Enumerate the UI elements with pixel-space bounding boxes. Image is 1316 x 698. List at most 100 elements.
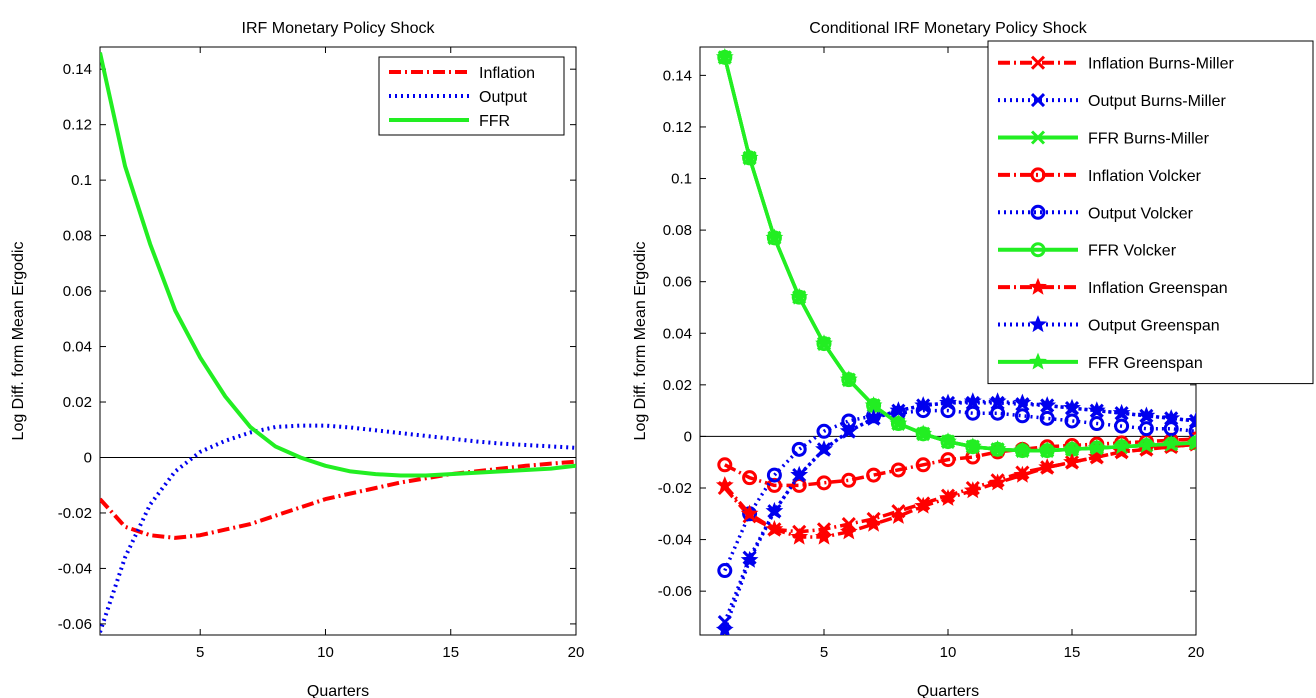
data-point-output-greenspan <box>1063 398 1081 416</box>
data-point-ffr-greenspan <box>765 228 784 246</box>
y-tick-label: 0.02 <box>63 394 92 411</box>
legend-label-output: Output <box>479 89 528 106</box>
y-tick-label: 0.06 <box>663 274 692 291</box>
data-point-inflation-greenspan <box>1063 452 1081 470</box>
data-point-ffr-greenspan <box>1087 438 1106 456</box>
data-point-output-greenspan <box>1087 401 1106 419</box>
legend-box <box>378 56 565 136</box>
legend-box <box>987 40 1314 385</box>
data-point-ffr-greenspan <box>889 414 908 432</box>
data-point-ffr-greenspan <box>1187 433 1196 451</box>
data-point-output-volcker <box>965 405 981 421</box>
left-legend: Inflation Output FFR <box>378 56 565 136</box>
y-tick-label: 0 <box>84 449 92 466</box>
data-point-output-volcker <box>1114 418 1130 434</box>
data-point-ffr-greenspan <box>1137 436 1156 454</box>
x-tick-label: 15 <box>442 644 459 661</box>
y-tick-label: -0.04 <box>58 560 92 577</box>
data-point-inflation-greenspan <box>740 504 759 522</box>
y-tick-label: 0.12 <box>63 117 92 134</box>
y-tick-label: 0.04 <box>663 325 692 342</box>
x-tick-label: 20 <box>1188 644 1205 661</box>
legend-marker-inflation-volcker <box>1030 167 1046 183</box>
legend-label-output-greenspan: Output Greenspan <box>1088 318 1220 335</box>
right-legend: Inflation Burns-Miller Output Burns-Mille… <box>987 40 1314 385</box>
data-point-inflation-greenspan <box>963 481 982 499</box>
right-chart: Conditional IRF Monetary Policy Shock Qu… <box>632 20 1314 698</box>
legend-marker-ffr-burns-miller <box>1030 130 1046 145</box>
data-point-inflation-greenspan <box>790 527 809 545</box>
data-point-inflation-volcker <box>742 470 758 486</box>
y-tick-label: -0.04 <box>658 532 692 549</box>
data-point-output-greenspan <box>1038 396 1057 413</box>
right-axis-ticks: 5 10 15 20 -0.06 -0.04 -0.02 0 0.02 0.04 0.06 0.08 0… <box>658 47 1205 661</box>
data-point-output-volcker <box>1163 421 1179 437</box>
legend-label-ffr: FFR <box>479 113 510 130</box>
data-point-inflation-greenspan <box>815 527 833 545</box>
y-tick-label: 0.08 <box>63 228 92 245</box>
data-point-ffr-greenspan <box>1038 441 1057 459</box>
data-point-inflation-volcker <box>816 475 832 491</box>
data-point-ffr-greenspan <box>790 287 809 305</box>
series-line-inflation <box>100 459 576 540</box>
data-point-inflation-volcker <box>965 449 981 465</box>
left-y-axis-label: Log Diff. form Mean Ergodic <box>10 242 27 441</box>
data-point-inflation-volcker <box>717 457 733 473</box>
data-point-output-volcker <box>1188 423 1196 439</box>
y-tick-label: 0.1 <box>71 172 92 189</box>
data-point-output-volcker <box>1014 408 1030 424</box>
series-line-ffr <box>100 52 576 478</box>
x-tick-label: 20 <box>568 644 585 661</box>
series-line-output-volcker <box>723 408 1196 572</box>
data-point-output-volcker <box>717 563 733 579</box>
y-tick-label: 0.02 <box>663 377 692 394</box>
data-point-output-greenspan <box>988 392 1007 410</box>
data-point-inflation-volcker <box>915 457 931 473</box>
y-tick-label: 0.06 <box>63 283 92 300</box>
legend-label-inflation-volcker: Inflation Volcker <box>1088 168 1202 185</box>
data-point-output-volcker <box>766 467 782 483</box>
data-point-output-greenspan <box>765 501 784 519</box>
data-point-ffr-greenspan <box>1063 439 1081 457</box>
series-clip-group <box>715 47 1196 635</box>
x-tick-label: 5 <box>196 644 204 661</box>
data-point-ffr-greenspan <box>914 424 933 442</box>
y-tick-label: 0.14 <box>663 67 692 84</box>
x-tick-label: 10 <box>317 644 334 661</box>
data-point-output-greenspan <box>740 550 759 568</box>
data-point-output-greenspan <box>864 409 883 426</box>
series-line-output-greenspan <box>723 399 1196 631</box>
right-series-group <box>715 47 1196 635</box>
data-point-output-greenspan <box>1137 406 1156 424</box>
data-point-ffr-greenspan <box>839 370 858 388</box>
legend-label-inflation-burns-miller: Inflation Burns-Miller <box>1088 56 1235 73</box>
left-chart-title: IRF Monetary Policy Shock <box>242 20 436 37</box>
series-clip-group <box>100 52 576 633</box>
legend-marker-inflation-burns-miller <box>1030 55 1046 70</box>
y-tick-label: 0 <box>684 428 692 445</box>
data-point-inflation-greenspan <box>988 473 1007 491</box>
y-tick-label: 0.12 <box>663 119 692 136</box>
legend-label-inflation-greenspan: Inflation Greenspan <box>1088 280 1228 297</box>
legend-marker-ffr-volcker <box>1030 242 1046 258</box>
data-point-inflation-greenspan <box>839 522 858 540</box>
data-point-inflation-greenspan <box>1013 465 1032 483</box>
legend-label-ffr-burns-miller: FFR Burns-Miller <box>1088 131 1210 148</box>
data-point-inflation-greenspan <box>1112 442 1131 460</box>
data-point-ffr-greenspan <box>1013 441 1032 459</box>
left-axis-ticks: 5 10 15 20 -0.06 -0.04 -0.02 0 0.02 0.04 0.06 0.08 0… <box>58 47 585 661</box>
data-point-ffr-greenspan <box>715 47 734 65</box>
data-point-output-greenspan <box>1187 411 1196 429</box>
data-point-output-volcker <box>1039 410 1055 426</box>
legend-label-ffr-volcker: FFR Volcker <box>1088 243 1177 260</box>
legend-marker-output-greenspan <box>1029 315 1047 333</box>
data-point-output-greenspan <box>939 393 957 411</box>
right-y-axis-label: Log Diff. form Mean Ergodic <box>632 242 649 441</box>
legend-marker-output-burns-miller <box>1030 93 1046 108</box>
y-tick-label: -0.02 <box>58 505 92 522</box>
y-tick-label: -0.06 <box>58 616 92 633</box>
data-point-output-volcker <box>990 405 1006 421</box>
data-point-inflation-greenspan <box>1087 447 1106 465</box>
data-point-inflation-greenspan <box>889 507 908 524</box>
right-x-axis-label: Quarters <box>917 683 979 698</box>
